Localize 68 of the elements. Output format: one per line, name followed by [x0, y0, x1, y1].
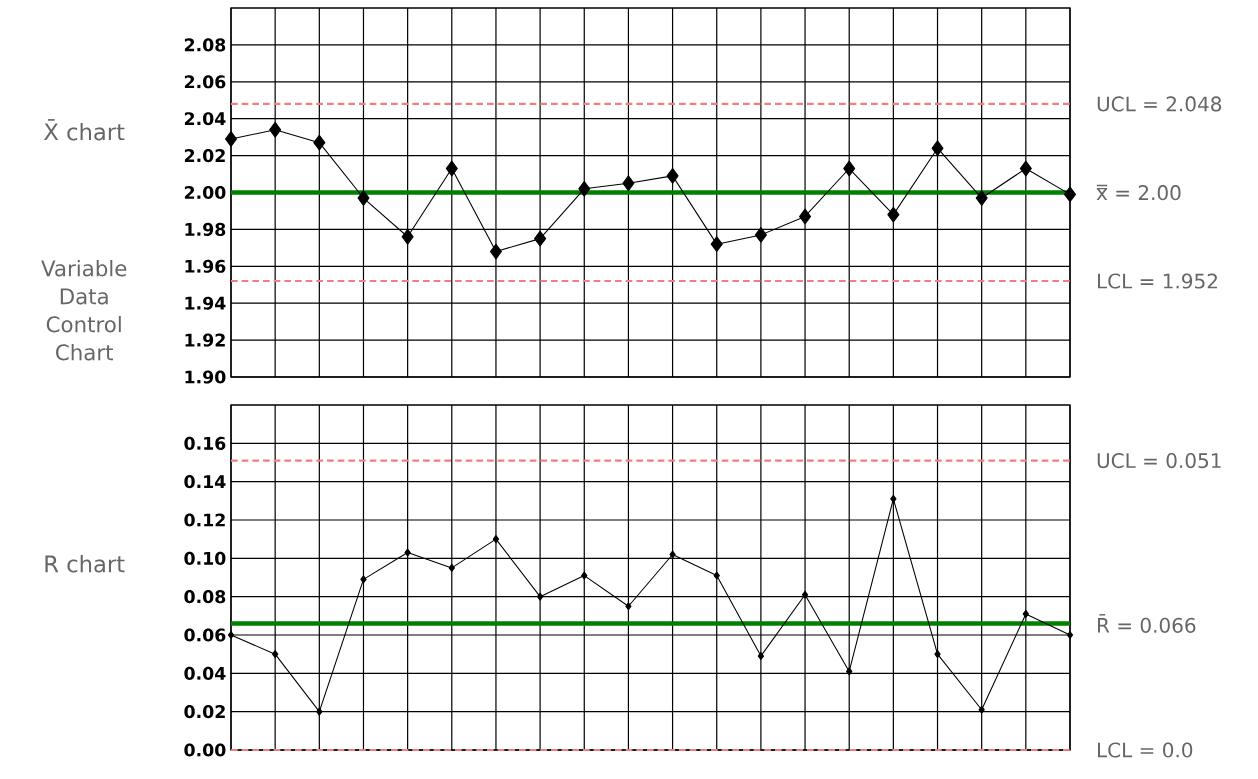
point	[536, 592, 544, 601]
point	[404, 548, 411, 557]
ref-line-label: LCL = 0.0	[1098, 742, 1193, 758]
point	[710, 236, 723, 253]
y-tick-label: 0.12	[184, 513, 225, 527]
y-tick-label: 2.00	[184, 185, 226, 200]
point	[313, 134, 326, 151]
ref-line-label: LCL = 1.952	[1098, 273, 1217, 289]
point	[578, 180, 591, 197]
point	[625, 602, 632, 611]
y-axis-title: R chart	[45, 554, 125, 573]
point	[448, 563, 455, 572]
y-tick-label: 0.00	[184, 743, 226, 757]
point	[801, 590, 809, 599]
y-tick-label: 1.90	[185, 370, 226, 384]
ref-line-label: x̿ = 2.00	[1096, 184, 1181, 201]
point	[799, 208, 812, 225]
point	[272, 650, 279, 659]
point	[975, 190, 988, 206]
y-tick-label: 2.08	[184, 38, 226, 52]
text: UCL = 0.051	[1097, 453, 1221, 469]
point	[890, 494, 897, 503]
y-tick-label: 0.04	[184, 666, 226, 680]
point	[757, 652, 765, 661]
y-tick-label: 2.02	[184, 149, 225, 163]
y-tick-label: 1.98	[185, 222, 226, 236]
point	[581, 571, 588, 580]
text: Variable Data Control Chart	[41, 259, 127, 361]
y-tick-label: 2.04	[184, 112, 226, 126]
point	[754, 227, 767, 243]
point	[489, 243, 502, 260]
point	[534, 230, 547, 247]
y-tick-label: 0.10	[184, 551, 226, 565]
ref-line-label: UCL = 2.048	[1097, 96, 1222, 112]
point	[931, 140, 944, 157]
point	[887, 206, 900, 223]
y-tick-label: 0.16	[184, 436, 226, 450]
y-tick-label: 1.92	[185, 333, 225, 347]
y-tick-label: 0.02	[184, 705, 225, 719]
point	[622, 175, 635, 192]
point	[316, 707, 323, 716]
y-tick-label: 0.06	[184, 628, 226, 642]
point	[713, 571, 720, 580]
point	[360, 575, 367, 584]
point	[401, 228, 414, 245]
point	[269, 121, 282, 138]
point	[666, 168, 679, 184]
point	[846, 667, 853, 676]
point	[934, 650, 941, 659]
point	[1066, 630, 1074, 639]
point	[669, 550, 676, 559]
point	[445, 160, 458, 177]
point	[357, 190, 370, 206]
point	[227, 630, 235, 639]
point	[843, 160, 856, 177]
y-tick-label: 1.94	[185, 296, 226, 310]
point	[1022, 609, 1029, 618]
y-tick-label: 2.06	[184, 75, 226, 89]
y-tick-label: 0.08	[184, 590, 226, 604]
point	[1019, 160, 1032, 177]
y-tick-label: 0.14	[184, 475, 226, 489]
ref-line-label: R̄ = 0.066	[1098, 614, 1196, 633]
y-tick-label: 1.96	[185, 259, 226, 273]
point	[224, 131, 238, 147]
y-axis-title: X̄ chart	[44, 119, 125, 141]
point	[978, 705, 985, 714]
point	[492, 535, 500, 544]
point	[1063, 186, 1077, 203]
